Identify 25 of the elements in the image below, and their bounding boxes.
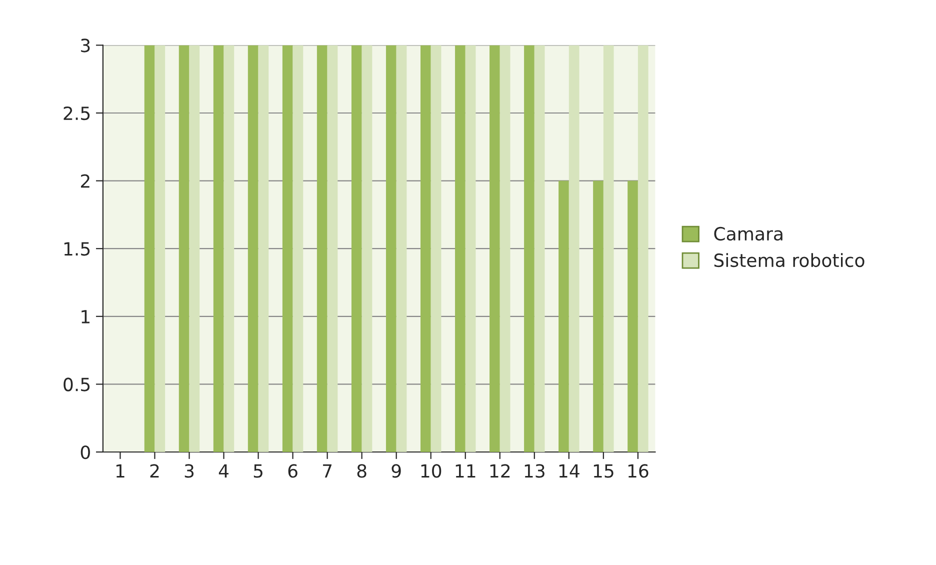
- x-tick-label: 6: [288, 464, 298, 478]
- x-tick-label: 15: [594, 464, 614, 478]
- legend-label: Camara: [714, 226, 782, 241]
- y-tick-label: 1.5: [64, 242, 90, 256]
- y-tick-label: 1: [82, 310, 90, 324]
- y-tick-label: 3: [81, 38, 90, 52]
- y-tick-label: 2.5: [64, 106, 90, 120]
- x-tick-label: 14: [559, 464, 580, 478]
- y-tick-label: 0: [80, 445, 90, 460]
- x-tick-label: 11: [456, 464, 476, 478]
- x-tick-label: 8: [357, 464, 366, 478]
- x-tick-label: 7: [323, 464, 332, 478]
- x-tick-label: 9: [392, 464, 401, 478]
- x-tick-label: 5: [254, 464, 262, 478]
- x-tick-label: 3: [184, 464, 194, 478]
- x-tick-label: 1: [116, 464, 124, 478]
- x-tick-label: 12: [490, 464, 510, 478]
- x-tick-label: 13: [524, 464, 544, 478]
- x-tick-label: 16: [628, 464, 648, 478]
- legend-label: Sistema robotico: [714, 253, 864, 268]
- x-tick-label: 4: [218, 464, 228, 478]
- x-tick-label: 2: [150, 464, 159, 478]
- y-tick-label: 2: [80, 174, 90, 188]
- x-tick-label: 10: [421, 464, 442, 478]
- y-tick-label: 0.5: [64, 378, 90, 392]
